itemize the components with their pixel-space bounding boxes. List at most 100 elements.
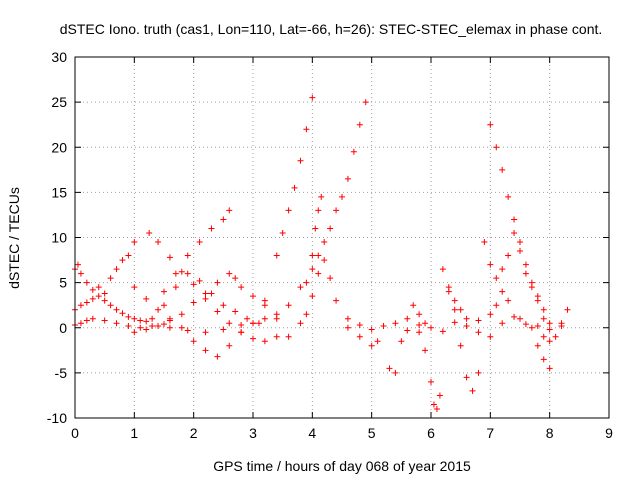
data-point [297, 284, 304, 291]
data-point [309, 293, 316, 300]
data-point [261, 297, 268, 304]
data-point [184, 327, 191, 334]
x-tick-label: 7 [486, 425, 494, 441]
data-point [344, 175, 351, 182]
data-point [315, 252, 322, 259]
data-point [220, 216, 227, 223]
data-point [451, 297, 458, 304]
data-point [131, 329, 138, 336]
data-point [172, 270, 179, 277]
data-point [540, 315, 547, 322]
data-point [463, 374, 470, 381]
data-point [487, 333, 494, 340]
series-11 [285, 257, 381, 349]
data-point [422, 347, 429, 354]
data-point [505, 252, 512, 259]
data-point [439, 266, 446, 273]
data-point [344, 324, 351, 331]
data-point [392, 320, 399, 327]
data-point [558, 320, 565, 327]
data-point [534, 322, 541, 329]
data-point [101, 290, 108, 297]
data-point [196, 239, 203, 246]
y-tick-label: 15 [51, 184, 67, 200]
data-point [226, 342, 233, 349]
data-point [318, 193, 325, 200]
series-15 [416, 329, 443, 412]
data-point [137, 317, 144, 324]
data-point [540, 306, 547, 313]
data-point [356, 121, 363, 128]
data-point [202, 295, 209, 302]
data-point [499, 166, 506, 173]
data-point [155, 239, 162, 246]
data-point [166, 324, 173, 331]
data-point [528, 324, 535, 331]
data-point [149, 315, 156, 322]
data-point [95, 284, 102, 291]
grid [75, 57, 609, 418]
data-point [564, 306, 571, 313]
data-point [119, 310, 126, 317]
data-point [279, 229, 286, 236]
data-point [499, 320, 506, 327]
data-point [511, 229, 518, 236]
y-tick-label: 25 [51, 94, 67, 110]
data-point [220, 326, 227, 333]
data-point [315, 270, 322, 277]
data-point [226, 207, 233, 214]
y-tick-label: 5 [59, 275, 67, 291]
data-point [155, 306, 162, 313]
x-tick-label: 9 [605, 425, 613, 441]
series-6 [161, 207, 233, 295]
data-point [155, 322, 162, 329]
data-point [404, 315, 411, 322]
data-point [273, 333, 280, 340]
data-point [309, 252, 316, 259]
data-point [534, 297, 541, 304]
data-point [74, 261, 81, 268]
data-point [528, 279, 535, 286]
data-point [303, 279, 310, 286]
data-point [220, 302, 227, 309]
data-point [499, 288, 506, 295]
data-point [428, 324, 434, 331]
data-point [190, 338, 197, 345]
data-point [522, 321, 529, 328]
data-point [416, 311, 423, 318]
data-point [380, 322, 387, 329]
y-tick-label: 10 [51, 230, 67, 246]
data-point [214, 279, 221, 286]
data-point [291, 184, 298, 191]
data-point [546, 365, 553, 372]
data-point [161, 302, 167, 309]
data-point [321, 257, 328, 264]
series-8 [166, 320, 262, 336]
data-point [546, 338, 553, 345]
data-point [517, 239, 523, 246]
data-point [244, 315, 251, 322]
data-point [107, 302, 114, 309]
data-point [77, 320, 84, 327]
series-19 [487, 121, 553, 345]
data-point [232, 308, 239, 315]
data-point [356, 322, 363, 329]
data-point [214, 353, 221, 360]
data-point [457, 342, 464, 349]
series-12 [303, 193, 325, 286]
x-tick-labels: 0 1 2 3 4 5 6 7 8 9 [71, 425, 613, 441]
x-tick-label: 4 [308, 425, 316, 441]
data-point [517, 315, 523, 322]
series-2 [72, 293, 150, 325]
series-1 [72, 239, 138, 297]
data-point [487, 121, 494, 128]
data-point [261, 315, 268, 322]
data-point [190, 299, 197, 306]
data-point [445, 288, 452, 295]
data-point [493, 144, 500, 151]
data-point [202, 290, 209, 297]
data-points [72, 94, 571, 412]
data-point [457, 306, 464, 313]
data-point [463, 322, 470, 329]
data-point [261, 338, 268, 345]
